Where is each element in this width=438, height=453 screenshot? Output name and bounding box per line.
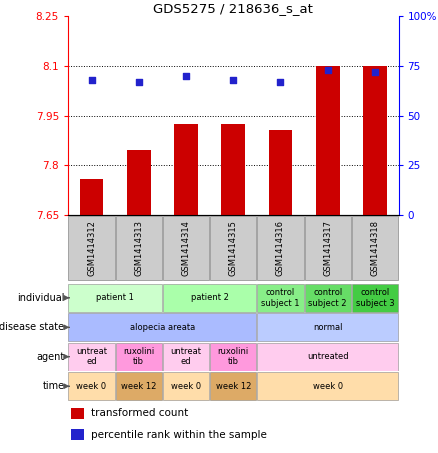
Bar (210, 372, 256, 400)
Point (88, 76, 95, 83)
Bar (163, 216, 209, 280)
Bar (68, 372, 115, 400)
Text: GSM1414312: GSM1414312 (87, 220, 96, 276)
Text: GSM1414314: GSM1414314 (181, 220, 191, 276)
Bar (71, 429, 85, 440)
Bar (222, 124, 245, 215)
Bar (210, 216, 256, 280)
Text: GSM1414317: GSM1414317 (323, 220, 332, 276)
Bar (258, 372, 398, 400)
Point (183, 72, 190, 79)
Text: agent: agent (36, 352, 64, 362)
Text: GSM1414318: GSM1414318 (371, 220, 379, 276)
Point (230, 76, 237, 83)
Text: GSM1414315: GSM1414315 (229, 220, 238, 276)
Bar (116, 343, 162, 371)
Bar (304, 284, 351, 312)
Text: control
subject 1: control subject 1 (261, 288, 300, 308)
Point (371, 68, 378, 75)
Bar (68, 284, 162, 312)
Text: percentile rank within the sample: percentile rank within the sample (91, 430, 267, 440)
Text: GSM1414313: GSM1414313 (134, 220, 143, 276)
Bar (316, 66, 339, 215)
Bar (68, 343, 115, 371)
Text: disease state: disease state (0, 322, 64, 333)
Text: control
subject 3: control subject 3 (356, 288, 394, 308)
Bar (174, 124, 198, 215)
Text: ruxolini
tib: ruxolini tib (123, 347, 154, 366)
Text: alopecia areata: alopecia areata (130, 323, 195, 332)
Text: patient 2: patient 2 (191, 294, 229, 302)
Text: normal: normal (313, 323, 343, 332)
Bar (363, 66, 387, 215)
Bar (127, 150, 151, 215)
Bar (258, 313, 398, 341)
Bar (210, 343, 256, 371)
Bar (352, 216, 398, 280)
Bar (116, 372, 162, 400)
Text: GSM1414316: GSM1414316 (276, 220, 285, 276)
Point (135, 78, 142, 85)
Bar (163, 372, 209, 400)
Bar (352, 284, 398, 312)
Text: patient 1: patient 1 (96, 294, 134, 302)
Text: week 0: week 0 (171, 382, 201, 390)
Bar (71, 408, 85, 419)
Text: untreat
ed: untreat ed (76, 347, 107, 366)
Text: untreat
ed: untreat ed (170, 347, 201, 366)
Text: week 0: week 0 (313, 382, 343, 390)
Text: ruxolini
tib: ruxolini tib (218, 347, 249, 366)
Text: week 12: week 12 (215, 382, 251, 390)
Text: individual: individual (17, 293, 64, 303)
Bar (116, 216, 162, 280)
Text: transformed count: transformed count (91, 408, 188, 418)
Bar (258, 343, 398, 371)
Title: GDS5275 / 218636_s_at: GDS5275 / 218636_s_at (153, 2, 313, 14)
Bar (163, 343, 209, 371)
Bar (68, 313, 256, 341)
Bar (268, 130, 292, 215)
Point (324, 66, 331, 73)
Text: control
subject 2: control subject 2 (308, 288, 347, 308)
Bar (258, 284, 304, 312)
Text: untreated: untreated (307, 352, 349, 361)
Text: time: time (42, 381, 64, 391)
Bar (80, 178, 103, 215)
Bar (258, 216, 304, 280)
Bar (68, 216, 115, 280)
Bar (304, 216, 351, 280)
Point (277, 78, 284, 85)
Text: week 0: week 0 (77, 382, 106, 390)
Text: week 12: week 12 (121, 382, 156, 390)
Bar (163, 284, 256, 312)
